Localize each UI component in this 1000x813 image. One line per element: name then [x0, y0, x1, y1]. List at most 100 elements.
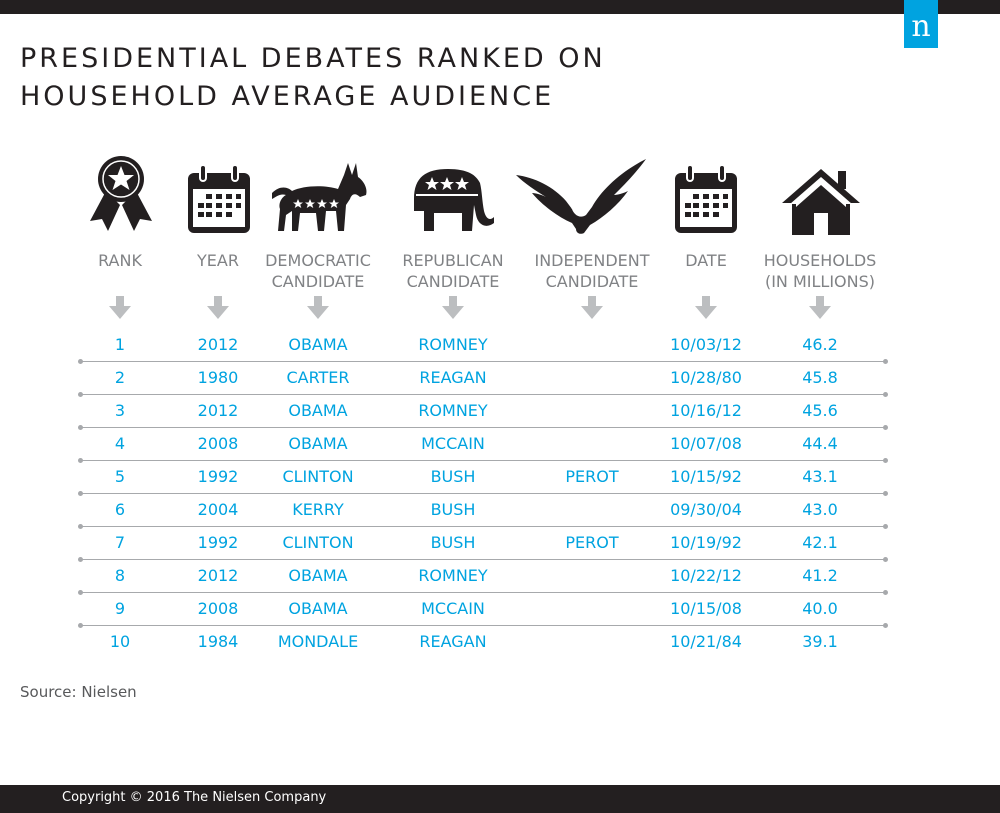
calendar-icon — [675, 164, 737, 233]
header-rep-line: CANDIDATE — [406, 272, 500, 291]
header-year-line: YEAR — [197, 251, 239, 270]
table-cell-dem: OBAMA — [288, 599, 348, 618]
header-year: YEAR — [173, 250, 263, 271]
table-cell-year: 2008 — [197, 434, 239, 453]
table-cell-date: 10/19/92 — [670, 533, 742, 552]
header-dem-line: CANDIDATE — [271, 272, 365, 291]
table-cell-rank: 8 — [114, 566, 126, 585]
table-cell-date: 10/21/84 — [670, 632, 742, 651]
table-cell-rep: BUSH — [430, 500, 476, 519]
calendar-icon — [188, 164, 250, 233]
table-cell-date: 10/03/12 — [670, 335, 742, 354]
table-cell-year: 2012 — [197, 335, 239, 354]
header-ind-line: INDEPENDENT — [534, 251, 650, 270]
table-cell-date: 09/30/04 — [670, 500, 742, 519]
table-cell-dem: OBAMA — [288, 566, 348, 585]
row-divider — [78, 425, 888, 430]
table-cell-year: 2004 — [197, 500, 239, 519]
row-divider — [78, 557, 888, 562]
table-cell-date: 10/07/08 — [670, 434, 742, 453]
down-arrow-icon — [809, 296, 831, 319]
table-cell-dem: OBAMA — [288, 335, 348, 354]
table-cell-date: 10/16/12 — [670, 401, 742, 420]
table-cell-rep: REAGAN — [419, 632, 487, 651]
down-arrow-icon — [307, 296, 329, 319]
table-cell-year: 2012 — [197, 566, 239, 585]
table-cell-rep: BUSH — [430, 533, 476, 552]
table-cell-dem: MONDALE — [277, 632, 359, 651]
donkey-icon — [272, 163, 367, 231]
header-rank: RANK — [75, 250, 165, 271]
title-line-1: PRESIDENTIAL DEBATES RANKED ON — [20, 43, 606, 74]
table-cell-hh: 40.0 — [802, 599, 838, 618]
house-icon — [782, 169, 860, 235]
row-divider — [78, 491, 888, 496]
down-arrow-icon — [442, 296, 464, 319]
footer-bar: Copyright © 2016 The Nielsen Company — [0, 785, 1000, 813]
table-cell-date: 10/15/08 — [670, 599, 742, 618]
table-cell-hh: 45.6 — [802, 401, 838, 420]
table-cell-hh: 39.1 — [802, 632, 838, 651]
header-hh-line: HOUSEHOLDS — [763, 251, 877, 270]
down-arrow-icon — [695, 296, 717, 319]
table-cell-ind: PEROT — [565, 533, 619, 552]
table-cell-hh: 42.1 — [802, 533, 838, 552]
table-cell-date: 10/22/12 — [670, 566, 742, 585]
table-cell-year: 1980 — [197, 368, 239, 387]
logo-letter: n — [911, 9, 931, 44]
eagle-icon — [516, 159, 646, 234]
row-divider — [78, 392, 888, 397]
header-hh-line: (IN MILLIONS) — [764, 272, 876, 291]
table-cell-rep: ROMNEY — [418, 335, 488, 354]
table-cell-date: 10/15/92 — [670, 467, 742, 486]
table-cell-rep: ROMNEY — [418, 401, 488, 420]
table-cell-hh: 43.1 — [802, 467, 838, 486]
table-cell-rank: 3 — [114, 401, 126, 420]
row-divider — [78, 458, 888, 463]
top-bar — [0, 0, 1000, 14]
table-cell-hh: 44.4 — [802, 434, 838, 453]
page-title: PRESIDENTIAL DEBATES RANKED ON HOUSEHOLD… — [20, 40, 820, 116]
row-divider — [78, 524, 888, 529]
nielsen-logo: n — [904, 0, 938, 48]
down-arrow-icon — [207, 296, 229, 319]
table-cell-dem: KERRY — [292, 500, 344, 519]
source-note: Source: Nielsen — [20, 683, 137, 701]
table-cell-rank: 1 — [114, 335, 126, 354]
table-cell-dem: CARTER — [286, 368, 350, 387]
table-cell-year: 2008 — [197, 599, 239, 618]
header-ind-line: CANDIDATE — [545, 272, 639, 291]
table-cell-rep: BUSH — [430, 467, 476, 486]
elephant-icon — [414, 169, 494, 231]
table-cell-rank: 5 — [114, 467, 126, 486]
table-cell-dem: CLINTON — [282, 533, 354, 552]
row-divider — [78, 623, 888, 628]
table-cell-rank: 4 — [114, 434, 126, 453]
table-cell-rank: 7 — [114, 533, 126, 552]
header-dem-line: DEMOCRATIC — [265, 251, 371, 270]
header-rep: REPUBLICAN CANDIDATE — [388, 250, 518, 292]
table-cell-dem: OBAMA — [288, 434, 348, 453]
table-cell-hh: 41.2 — [802, 566, 838, 585]
header-date-line: DATE — [685, 251, 727, 270]
table-cell-dem: OBAMA — [288, 401, 348, 420]
ribbon-star-icon — [90, 156, 152, 231]
copyright-text: Copyright © 2016 The Nielsen Company — [62, 790, 327, 805]
table-cell-rank: 2 — [114, 368, 126, 387]
row-divider — [78, 590, 888, 595]
table-cell-year: 1992 — [197, 533, 239, 552]
table-cell-dem: CLINTON — [282, 467, 354, 486]
table-cell-hh: 45.8 — [802, 368, 838, 387]
header-ind: INDEPENDENT CANDIDATE — [522, 250, 662, 292]
row-divider — [78, 359, 888, 364]
table-cell-rep: MCCAIN — [421, 434, 485, 453]
table-cell-year: 1992 — [197, 467, 239, 486]
table-cell-hh: 46.2 — [802, 335, 838, 354]
table-cell-date: 10/28/80 — [670, 368, 742, 387]
table-cell-rep: MCCAIN — [421, 599, 485, 618]
table-cell-year: 2012 — [197, 401, 239, 420]
title-line-2: HOUSEHOLD AVERAGE AUDIENCE — [20, 81, 555, 112]
header-rank-line: RANK — [98, 251, 142, 270]
table-cell-rank: 9 — [114, 599, 126, 618]
table-cell-hh: 43.0 — [802, 500, 838, 519]
